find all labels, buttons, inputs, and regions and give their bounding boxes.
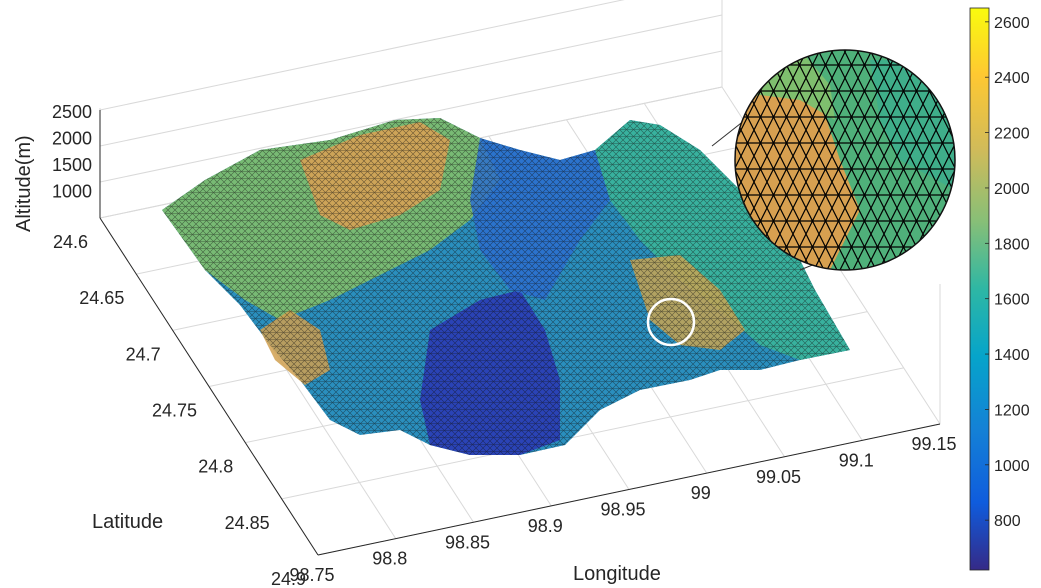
colorbar-tick-labels: 800 1000 1200 1400 1600 1800 2000 2200 2400 2600 xyxy=(985,15,1030,530)
colorbar-tick-label: 1800 xyxy=(994,236,1030,253)
highlight-circle xyxy=(646,297,696,347)
y-tick-label: 24.75 xyxy=(152,401,197,421)
y-tick-label: 24.8 xyxy=(198,457,233,477)
magnified-inset xyxy=(735,50,955,270)
y-tick-labels: 24.6 24.65 24.7 24.75 24.8 24.85 24.9 xyxy=(53,232,306,588)
z-grid-line xyxy=(99,50,723,183)
colorbar-tick-label: 2400 xyxy=(994,70,1030,87)
colorbar xyxy=(969,7,990,571)
x-tick-label: 99.05 xyxy=(756,467,801,487)
axis-lines xyxy=(99,110,941,556)
z-tick-label: 2000 xyxy=(52,129,92,149)
x-tick-label: 99.1 xyxy=(839,450,874,470)
z-tick-label: 1000 xyxy=(52,182,92,202)
colorbar-tick-label: 800 xyxy=(994,513,1021,530)
x-tick-label: 98.75 xyxy=(289,565,334,585)
x-tick-label: 98.95 xyxy=(600,500,645,520)
y-axis-label: Latitude xyxy=(92,511,163,533)
x-tick-label: 98.85 xyxy=(445,532,490,552)
colorbar-tick-label: 2600 xyxy=(994,15,1030,32)
z-grid-line xyxy=(99,14,723,147)
surface-mesh-overlay xyxy=(162,118,850,455)
x-tick-label: 98.8 xyxy=(372,549,407,569)
colorbar-tick-label: 2000 xyxy=(994,181,1030,198)
x-axis-label: Longitude xyxy=(573,563,661,585)
y-tick-label: 24.7 xyxy=(126,344,161,364)
colorbar-tick-label: 1600 xyxy=(994,292,1030,309)
colorbar-tick-label: 2200 xyxy=(994,126,1030,143)
z-tick-label: 2500 xyxy=(52,102,92,122)
z-axis-label: Altitude(m) xyxy=(13,135,35,232)
x-tick-label: 98.9 xyxy=(528,516,563,536)
y-tick-label: 24.6 xyxy=(53,232,88,252)
y-grid-line xyxy=(281,367,904,500)
inset-border xyxy=(734,49,956,271)
inset-connector-top xyxy=(711,119,746,147)
x-tick-label: 99 xyxy=(691,483,711,503)
z-grid-line xyxy=(99,0,625,111)
y-tick-label: 24.65 xyxy=(79,288,124,308)
colorbar-tick-label: 1000 xyxy=(994,458,1030,475)
y-tick-label: 24.85 xyxy=(225,513,270,533)
terrain-surface xyxy=(162,118,850,455)
z-tick-labels: 1000 1500 2000 2500 xyxy=(52,102,92,202)
colorbar-tick-label: 1200 xyxy=(994,402,1030,419)
colorbar-tick-label: 1400 xyxy=(994,347,1030,364)
z-tick-label: 1500 xyxy=(52,155,92,175)
y-tick-label: 24.9 xyxy=(271,569,306,588)
x-tick-label: 99.15 xyxy=(911,434,956,454)
x-tick-labels: 98.75 98.8 98.85 98.9 98.95 99 99.05 99.1 99.15 xyxy=(289,434,956,585)
